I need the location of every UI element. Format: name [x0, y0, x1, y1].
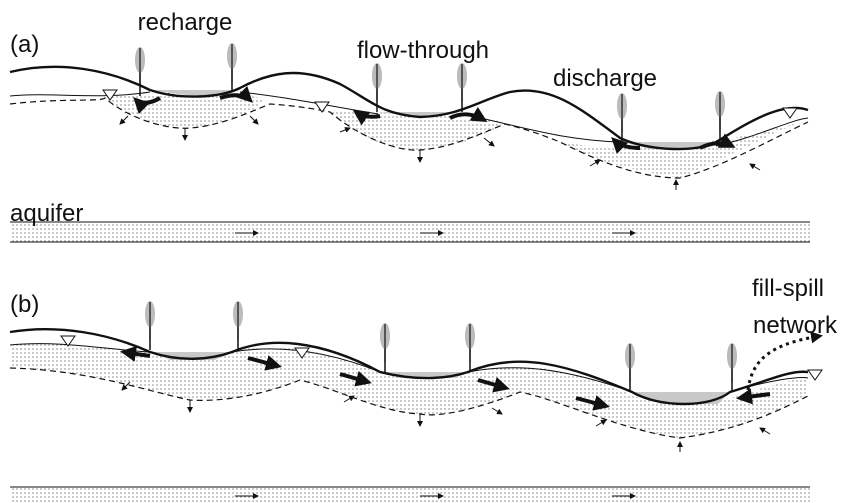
tree — [464, 322, 476, 373]
water-table — [9, 97, 809, 179]
network-label: network — [753, 312, 838, 339]
tree — [379, 322, 391, 373]
tree — [226, 42, 238, 93]
small-arrow — [343, 395, 355, 403]
tree — [144, 300, 156, 351]
small-arrow — [249, 115, 259, 125]
flow-arrow — [611, 137, 641, 155]
small-arrow — [589, 159, 601, 167]
flow-arrow — [575, 395, 610, 411]
tree — [726, 342, 738, 393]
tree — [714, 90, 726, 141]
water-table — [9, 91, 809, 147]
panel-b: (b) fill-spill network — [9, 275, 838, 503]
small-arrow — [491, 407, 503, 415]
tree — [624, 342, 636, 393]
small-arrow — [483, 137, 495, 147]
panel-label: (a) — [10, 31, 39, 58]
aquifer — [10, 487, 810, 503]
ground-surface — [9, 328, 809, 406]
water-table-symbol — [807, 369, 823, 381]
small-arrow — [749, 163, 761, 171]
tree — [134, 46, 146, 97]
zone-label: flow-through — [357, 37, 489, 64]
spill-arrow — [746, 331, 823, 391]
flow-arrow — [352, 109, 381, 126]
flow-arrow — [339, 371, 372, 387]
aquifer — [10, 222, 810, 242]
tree — [456, 62, 468, 113]
small-arrow — [121, 381, 131, 391]
flow-arrow — [219, 85, 253, 103]
zone-label: recharge — [138, 9, 233, 36]
flow-arrow — [120, 345, 151, 362]
small-arrow — [339, 127, 351, 133]
stippled-zone — [10, 343, 808, 438]
small-arrow — [595, 419, 607, 427]
panel-label: (b) — [10, 291, 39, 318]
small-arrow — [759, 427, 771, 435]
flow-arrow — [449, 106, 488, 123]
flow-arrow — [247, 355, 282, 371]
water-table-symbol — [314, 101, 330, 113]
pond — [150, 90, 240, 97]
panel-a: (a) recharge flow-through discharge aqui… — [9, 9, 810, 243]
flow-arrow — [477, 377, 510, 393]
flow-arrow — [133, 96, 162, 115]
ground-surface — [9, 65, 809, 151]
water-table-symbol — [782, 107, 798, 119]
network-label: fill-spill — [752, 275, 824, 302]
zone-label: discharge — [553, 65, 657, 92]
small-arrow — [119, 115, 129, 125]
water-table — [9, 367, 809, 439]
tree — [232, 300, 244, 351]
flow-arrow — [699, 133, 736, 150]
flow-arrow — [736, 388, 771, 405]
tree — [616, 92, 628, 143]
